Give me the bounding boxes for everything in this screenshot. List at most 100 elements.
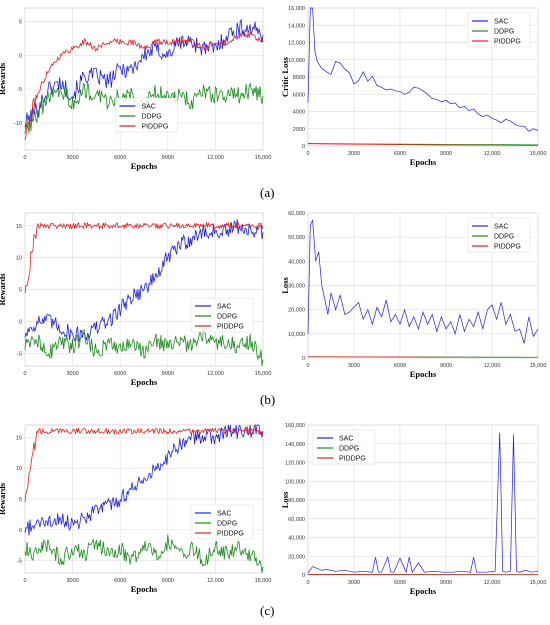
subfigure-label-c: (c) (260, 603, 275, 618)
series-line-piddpg (24, 221, 264, 293)
x-axis-label: Epochs (131, 377, 158, 387)
legend-label-sac: SAC (217, 511, 231, 518)
x-tick-label: 0 (23, 371, 26, 377)
x-tick-label: 15,000 (530, 151, 547, 157)
y-axis-label: Loss (280, 491, 290, 508)
series-line-piddpg (24, 427, 264, 503)
x-tick-label: 12,000 (207, 578, 224, 584)
legend-label-piddpg: PIDDPG (339, 456, 366, 463)
y-tick-label: 140,000 (285, 442, 305, 448)
x-tick-label: 12,000 (207, 371, 224, 377)
y-tick-label: 8000 (293, 75, 305, 81)
y-tick-label: 12,000 (288, 41, 305, 47)
series-line-sac (307, 218, 539, 344)
x-tick-label: 12,000 (484, 363, 501, 369)
x-tick-label: 6000 (394, 580, 406, 586)
y-tick-label: 100,000 (285, 479, 305, 485)
x-tick-label: 15,000 (255, 155, 272, 161)
y-tick-label: 0 (302, 573, 305, 579)
y-tick-label: 0 (302, 356, 305, 362)
y-axis-label: Rewards (0, 482, 7, 515)
chart-c-right: 0 3000 6000 9000 12,000 15,000 0 20,000 40,000 60… (280, 423, 546, 596)
x-tick-label: 15,000 (530, 363, 547, 369)
y-tick-label: 30,000 (288, 284, 305, 290)
legend-label-piddpg: PIDDPG (217, 324, 244, 331)
x-tick-label: 9000 (440, 580, 452, 586)
x-tick-label: 9000 (162, 578, 174, 584)
x-tick-label: 12,000 (484, 580, 501, 586)
x-tick-label: 3000 (348, 580, 360, 586)
y-tick-label: 15 (16, 435, 22, 441)
x-axis-label: Epochs (410, 369, 437, 379)
x-tick-label: 3000 (66, 578, 78, 584)
series-line-sac (307, 432, 539, 574)
subfigure-label-a: (a) (260, 185, 275, 200)
y-tick-label: 20,000 (288, 554, 305, 560)
legend-label-piddpg: PIDDPG (494, 39, 521, 46)
y-tick-label: 5 (19, 20, 22, 26)
y-tick-label: 40,000 (288, 259, 305, 265)
legend-label-piddpg: PIDDPG (494, 244, 521, 251)
x-axis-label: Epochs (410, 157, 437, 167)
legend-label-piddpg: PIDDPG (141, 124, 168, 131)
x-tick-label: 0 (306, 363, 309, 369)
y-tick-label: 60,000 (288, 517, 305, 523)
y-tick-label: -10 (14, 121, 22, 127)
y-tick-label: 6000 (293, 92, 305, 98)
y-tick-label: 20,000 (288, 308, 305, 314)
y-tick-label: 10 (16, 466, 22, 472)
legend: SAC DDPG PIDDPG (190, 297, 254, 333)
legend-label-ddpg: DDPG (494, 234, 514, 241)
y-tick-label: 60,000 (288, 211, 305, 217)
legend-label-sac: SAC (217, 304, 231, 311)
x-tick-label: 15,000 (255, 371, 272, 377)
legend-label-sac: SAC (141, 104, 155, 111)
legend-label-ddpg: DDPG (217, 521, 237, 528)
y-tick-label: 16,000 (288, 6, 305, 12)
y-tick-label: -5 (17, 559, 22, 565)
series-line-piddpg (307, 356, 538, 358)
legend: SAC DDPG PIDDPG (467, 217, 531, 253)
legend-label-sac: SAC (494, 224, 508, 231)
y-axis-label: Critic Loss (280, 56, 290, 97)
x-tick-label: 0 (23, 578, 26, 584)
y-tick-label: 4000 (293, 110, 305, 116)
y-tick-label: 10 (16, 256, 22, 262)
x-tick-label: 6000 (114, 371, 126, 377)
legend-label-ddpg: DDPG (494, 29, 514, 36)
y-tick-label: 10,000 (288, 58, 305, 64)
legend-box (312, 429, 376, 465)
x-tick-label: 6000 (114, 578, 126, 584)
legend: SAC DDPG PIDDPG (115, 97, 178, 133)
x-tick-label: 0 (306, 580, 309, 586)
legend-label-piddpg: PIDDPG (217, 531, 244, 538)
y-tick-label: -5 (17, 87, 22, 93)
legend-label-ddpg: DDPG (141, 114, 161, 121)
x-tick-label: 6000 (114, 155, 126, 161)
x-tick-label: 3000 (348, 363, 360, 369)
x-tick-label: 3000 (348, 151, 360, 157)
y-tick-label: 2000 (293, 127, 305, 133)
y-tick-label: 120,000 (285, 461, 305, 467)
legend: SAC DDPG PIDDPG (467, 12, 531, 48)
series-line-sac (24, 423, 264, 536)
x-tick-label: 0 (306, 151, 309, 157)
x-tick-label: 3000 (66, 371, 78, 377)
series-line-ddpg (24, 534, 264, 573)
x-tick-label: 3000 (66, 155, 78, 161)
y-tick-label: 80,000 (288, 498, 305, 504)
y-tick-label: 0 (19, 528, 22, 534)
x-tick-label: 0 (23, 155, 26, 161)
chart-a-right: 0 3000 6000 9000 12,000 15,000 0 2000 4000 6000 80… (280, 6, 546, 167)
x-tick-label: 6000 (394, 363, 406, 369)
x-axis-label: Epochs (131, 584, 158, 594)
y-tick-label: 0 (19, 53, 22, 59)
x-tick-label: 9000 (440, 363, 452, 369)
chart-c-left: 0 3000 6000 9000 12,000 15,000 -5 0 5 10 15 Epochs R… (0, 423, 271, 594)
legend: SAC DDPG PIDDPG (312, 429, 376, 465)
y-tick-label: 50,000 (288, 235, 305, 241)
series-line-sac (307, 7, 539, 132)
series-line-ddpg (24, 325, 264, 366)
y-tick-label: 40,000 (288, 536, 305, 542)
